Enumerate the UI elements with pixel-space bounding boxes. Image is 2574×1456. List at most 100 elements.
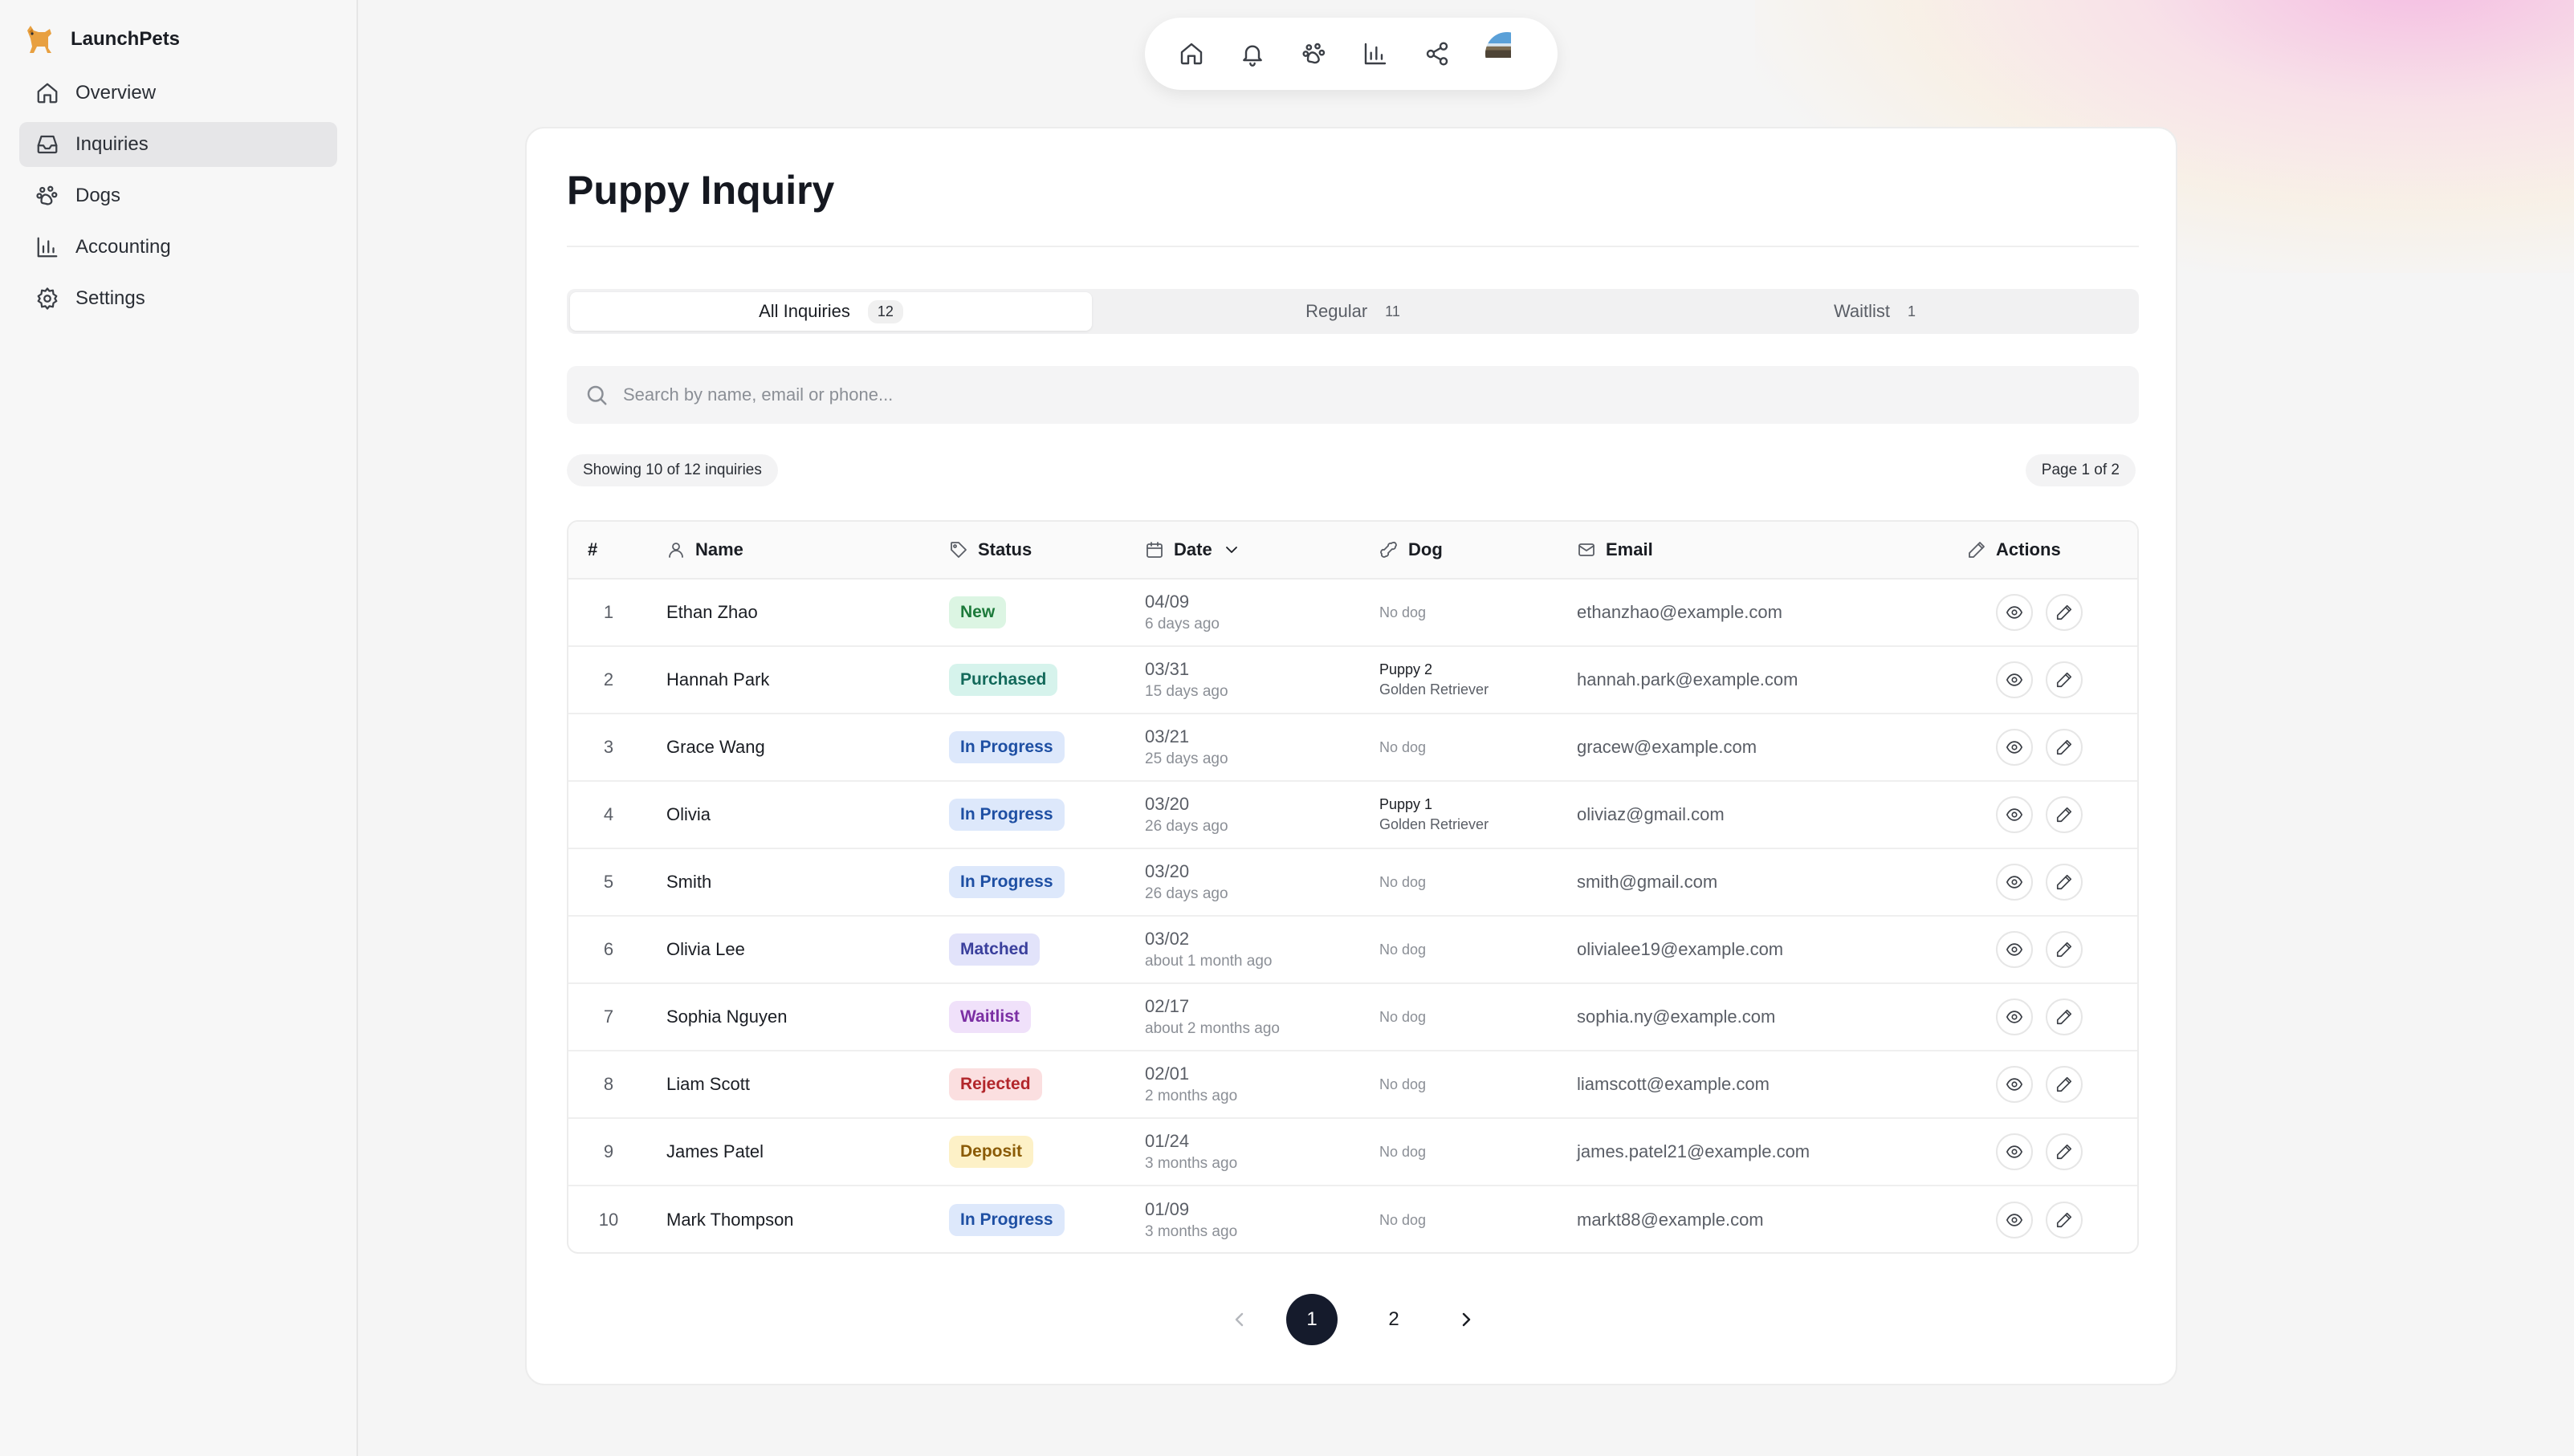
pencil-icon — [2056, 1009, 2072, 1025]
table-row[interactable]: 7 Sophia Nguyen Waitlist 02/17 about 2 month… — [568, 984, 2137, 1051]
table-row[interactable]: 8 Liam Scott Rejected 02/01 2 months ago No d… — [568, 1051, 2137, 1119]
inbox-icon — [37, 135, 58, 154]
edit-button[interactable] — [2046, 1066, 2083, 1103]
sidebar-item-settings[interactable]: Settings — [19, 276, 337, 321]
view-button[interactable] — [1996, 998, 2033, 1035]
table-row[interactable]: 10 Mark Thompson In Progress 01/09 3 months … — [568, 1186, 2137, 1252]
sidebar-item-dogs[interactable]: Dogs — [19, 173, 337, 218]
inquiries-table: # Name Status Date Dog Email — [567, 520, 2139, 1254]
table-row[interactable]: 9 James Patel Deposit 01/24 3 months ago No d… — [568, 1119, 2137, 1186]
eye-icon — [2006, 606, 2022, 619]
header-email[interactable]: Email — [1577, 539, 1967, 560]
pencil-icon — [2056, 874, 2072, 890]
row-date-cell: 01/24 3 months ago — [1145, 1131, 1379, 1173]
view-button[interactable] — [1996, 1133, 2033, 1170]
table-row[interactable]: 4 Olivia In Progress 03/20 26 days ago Puppy … — [568, 782, 2137, 849]
date-value: 03/31 — [1145, 659, 1190, 679]
view-button[interactable] — [1996, 796, 2033, 833]
search-input[interactable] — [623, 384, 2068, 405]
edit-button[interactable] — [2046, 931, 2083, 968]
table-row[interactable]: 6 Olivia Lee Matched 03/02 about 1 month ago… — [568, 917, 2137, 984]
sidebar-item-label: Dogs — [75, 185, 121, 206]
pagination: 1 2 — [527, 1294, 2179, 1345]
user-avatar[interactable] — [1485, 32, 1529, 75]
gear-icon — [37, 287, 58, 310]
tab-waitlist[interactable]: Waitlist 1 — [1614, 292, 2136, 331]
sidebar-item-accounting[interactable]: Accounting — [19, 225, 337, 270]
view-button[interactable] — [1996, 729, 2033, 766]
row-dog-cell: No dog — [1379, 874, 1577, 891]
row-name: James Patel — [666, 1141, 764, 1161]
no-dog-text: No dog — [1379, 738, 1427, 755]
edit-button[interactable] — [2046, 1133, 2083, 1170]
sidebar-item-inquiries[interactable]: Inquiries — [19, 122, 337, 167]
prev-page-button[interactable] — [1224, 1303, 1256, 1336]
bar-chart-icon[interactable] — [1362, 41, 1388, 67]
tab-all-inquiries[interactable]: All Inquiries 12 — [570, 292, 1092, 331]
header-date[interactable]: Date — [1145, 539, 1379, 560]
row-number: 1 — [603, 602, 614, 622]
row-date-cell: 03/20 26 days ago — [1145, 794, 1379, 836]
row-name: Olivia Lee — [666, 939, 745, 959]
divider — [567, 246, 2139, 247]
sidebar-item-overview[interactable]: Overview — [19, 71, 337, 116]
table-body: 1 Ethan Zhao New 04/09 6 days ago No dog ethan… — [568, 580, 2137, 1252]
row-actions — [1967, 1066, 2137, 1103]
brand[interactable]: LaunchPets — [22, 22, 180, 56]
edit-button[interactable] — [2046, 661, 2083, 698]
row-date-cell: 03/31 15 days ago — [1145, 659, 1379, 701]
edit-button[interactable] — [2046, 594, 2083, 631]
no-dog-text: No dog — [1379, 604, 1427, 620]
view-button[interactable] — [1996, 594, 2033, 631]
view-button[interactable] — [1996, 1202, 2033, 1238]
row-name: Grace Wang — [666, 737, 765, 757]
dog-logo-icon — [27, 26, 51, 53]
row-status-cell: In Progress — [949, 1204, 1145, 1236]
table-row[interactable]: 5 Smith In Progress 03/20 26 days ago No dog s… — [568, 849, 2137, 917]
date-relative: 26 days ago — [1145, 818, 1228, 835]
mail-icon — [1578, 543, 1594, 556]
edit-button[interactable] — [2046, 1202, 2083, 1238]
row-number: 10 — [598, 1210, 619, 1230]
row-actions — [1967, 998, 2137, 1035]
row-email: markt88@example.com — [1577, 1210, 1764, 1230]
table-row[interactable]: 2 Hannah Park Purchased 03/31 15 days ago Pup… — [568, 647, 2137, 714]
row-actions — [1967, 1133, 2137, 1170]
share-icon[interactable] — [1424, 41, 1450, 67]
row-name: Ethan Zhao — [666, 602, 758, 622]
row-email: oliviaz@gmail.com — [1577, 804, 1725, 824]
tag-icon — [951, 542, 967, 558]
row-dog-cell: Puppy 2 Golden Retriever — [1379, 661, 1577, 698]
date-relative: 15 days ago — [1145, 683, 1228, 700]
paw-icon[interactable] — [1301, 41, 1327, 67]
no-dog-text: No dog — [1379, 1211, 1427, 1228]
pencil-icon — [2056, 1212, 2072, 1228]
row-number: 9 — [603, 1141, 614, 1161]
header-status[interactable]: Status — [949, 539, 1145, 560]
row-name: Liam Scott — [666, 1074, 750, 1094]
next-page-button[interactable] — [1450, 1303, 1482, 1336]
tab-regular[interactable]: Regular 11 — [1092, 292, 1614, 331]
no-dog-text: No dog — [1379, 941, 1427, 958]
view-button[interactable] — [1996, 1066, 2033, 1103]
view-button[interactable] — [1996, 864, 2033, 901]
edit-button[interactable] — [2046, 796, 2083, 833]
table-row[interactable]: 3 Grace Wang In Progress 03/21 25 days ago No… — [568, 714, 2137, 782]
eye-icon — [2006, 741, 2022, 754]
edit-button[interactable] — [2046, 729, 2083, 766]
page-button-2[interactable]: 2 — [1388, 1308, 1399, 1330]
table-row[interactable]: 1 Ethan Zhao New 04/09 6 days ago No dog ethan… — [568, 580, 2137, 647]
edit-button[interactable] — [2046, 998, 2083, 1035]
status-badge: Purchased — [949, 664, 1058, 696]
edit-button[interactable] — [2046, 864, 2083, 901]
view-button[interactable] — [1996, 661, 2033, 698]
header-dog[interactable]: Dog — [1379, 539, 1577, 560]
dog-name: Puppy 1 — [1379, 796, 1433, 812]
page-button-1[interactable]: 1 — [1286, 1294, 1338, 1345]
header-name[interactable]: Name — [666, 539, 949, 560]
view-button[interactable] — [1996, 931, 2033, 968]
row-date-cell: 01/09 3 months ago — [1145, 1199, 1379, 1241]
sidebar-item-label: Overview — [75, 82, 157, 104]
home-icon[interactable] — [1179, 41, 1204, 67]
bell-icon[interactable] — [1240, 41, 1265, 67]
